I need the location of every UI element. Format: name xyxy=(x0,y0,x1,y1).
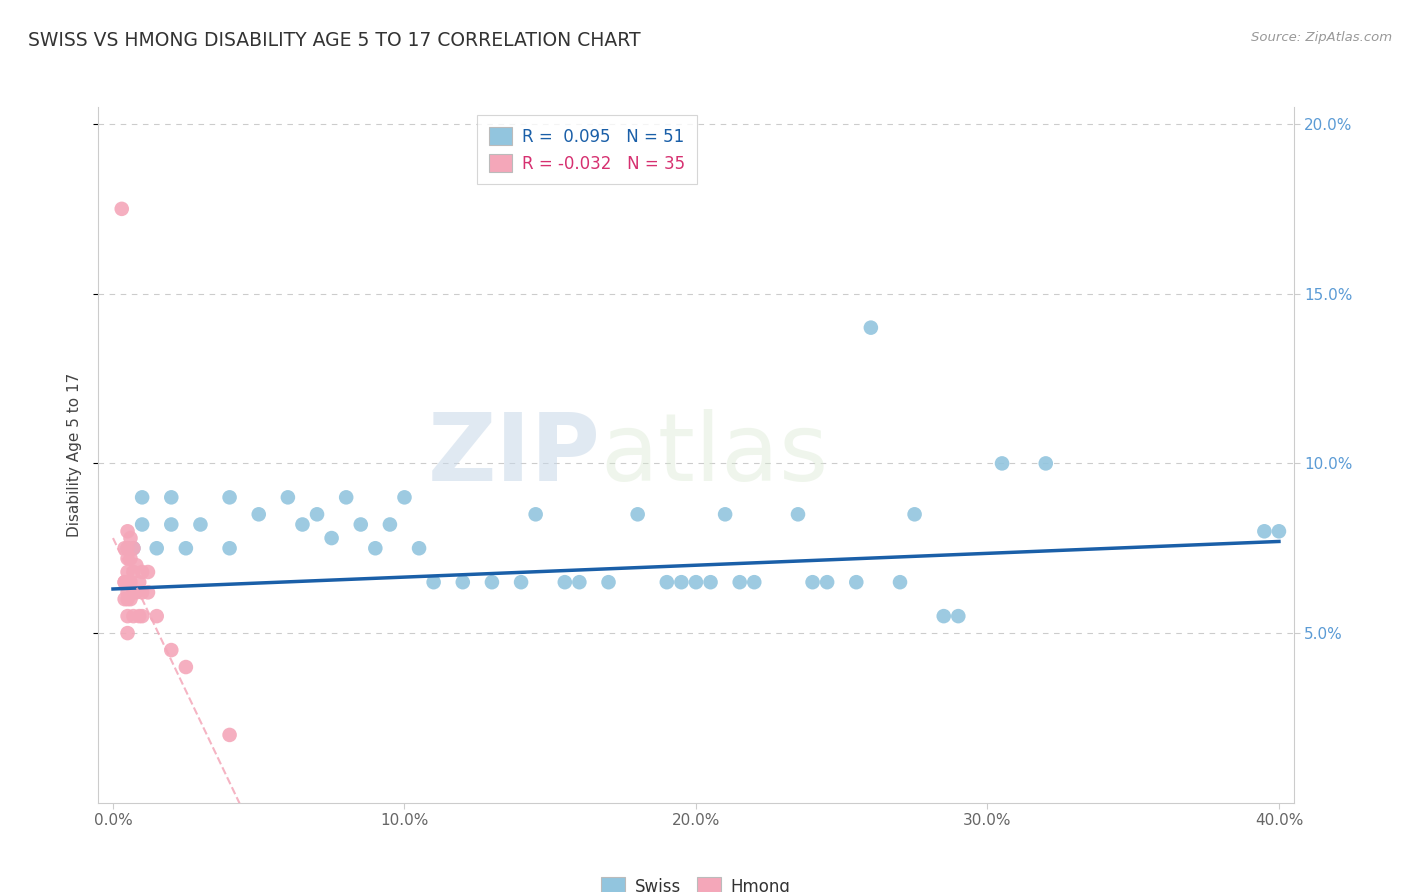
Point xyxy=(321,531,343,545)
Point xyxy=(117,626,139,640)
Point xyxy=(291,517,314,532)
Text: ZIP: ZIP xyxy=(427,409,600,501)
Point xyxy=(1253,524,1275,539)
Point xyxy=(627,508,650,522)
Point xyxy=(131,585,153,599)
Point xyxy=(815,575,838,590)
Point xyxy=(174,541,197,556)
Point xyxy=(136,585,159,599)
Point xyxy=(699,575,721,590)
Point xyxy=(671,575,693,590)
Y-axis label: Disability Age 5 to 17: Disability Age 5 to 17 xyxy=(67,373,83,537)
Point xyxy=(160,517,183,532)
Point xyxy=(845,575,868,590)
Point xyxy=(114,541,136,556)
Point xyxy=(1035,457,1057,471)
Point xyxy=(160,643,183,657)
Point xyxy=(787,508,810,522)
Point xyxy=(685,575,707,590)
Text: atlas: atlas xyxy=(600,409,828,501)
Point xyxy=(117,541,139,556)
Point xyxy=(655,575,678,590)
Point xyxy=(117,565,139,579)
Point xyxy=(554,575,576,590)
Point xyxy=(948,609,970,624)
Point xyxy=(125,558,148,573)
Point xyxy=(117,592,139,607)
Point xyxy=(714,508,737,522)
Point xyxy=(114,575,136,590)
Point xyxy=(111,202,134,216)
Point xyxy=(247,508,270,522)
Point xyxy=(114,575,136,590)
Point xyxy=(114,592,136,607)
Point xyxy=(131,565,153,579)
Point xyxy=(122,541,145,556)
Point xyxy=(122,609,145,624)
Point xyxy=(117,541,139,556)
Point xyxy=(889,575,911,590)
Point xyxy=(117,609,139,624)
Point xyxy=(481,575,503,590)
Point xyxy=(131,491,153,505)
Point xyxy=(145,541,167,556)
Point xyxy=(122,585,145,599)
Point xyxy=(510,575,533,590)
Point xyxy=(120,551,142,566)
Point xyxy=(218,541,240,556)
Point xyxy=(122,541,145,556)
Point xyxy=(218,728,240,742)
Point xyxy=(408,541,430,556)
Point xyxy=(136,565,159,579)
Point xyxy=(120,592,142,607)
Point xyxy=(131,609,153,624)
Point xyxy=(174,660,197,674)
Point xyxy=(859,320,882,334)
Point xyxy=(131,517,153,532)
Point xyxy=(128,575,150,590)
Point xyxy=(932,609,955,624)
Point xyxy=(991,457,1014,471)
Point xyxy=(378,517,401,532)
Point xyxy=(117,585,139,599)
Point xyxy=(364,541,387,556)
Point xyxy=(305,508,328,522)
Point xyxy=(120,531,142,545)
Text: SWISS VS HMONG DISABILITY AGE 5 TO 17 CORRELATION CHART: SWISS VS HMONG DISABILITY AGE 5 TO 17 CO… xyxy=(28,31,641,50)
Point xyxy=(117,575,139,590)
Point xyxy=(524,508,547,522)
Point xyxy=(335,491,357,505)
Point xyxy=(117,524,139,539)
Point xyxy=(394,491,416,505)
Point xyxy=(128,609,150,624)
Point xyxy=(728,575,751,590)
Point xyxy=(277,491,299,505)
Point xyxy=(160,491,183,505)
Point xyxy=(742,575,765,590)
Point xyxy=(903,508,925,522)
Point xyxy=(801,575,824,590)
Point xyxy=(451,575,474,590)
Point xyxy=(117,551,139,566)
Point xyxy=(190,517,212,532)
Point xyxy=(1268,524,1291,539)
Point xyxy=(125,585,148,599)
Point xyxy=(422,575,444,590)
Point xyxy=(218,491,240,505)
Point xyxy=(598,575,620,590)
Point xyxy=(568,575,591,590)
Point xyxy=(145,609,167,624)
Point xyxy=(350,517,373,532)
Point xyxy=(122,565,145,579)
Point xyxy=(120,575,142,590)
Legend: Swiss, Hmong: Swiss, Hmong xyxy=(595,871,797,892)
Text: Source: ZipAtlas.com: Source: ZipAtlas.com xyxy=(1251,31,1392,45)
